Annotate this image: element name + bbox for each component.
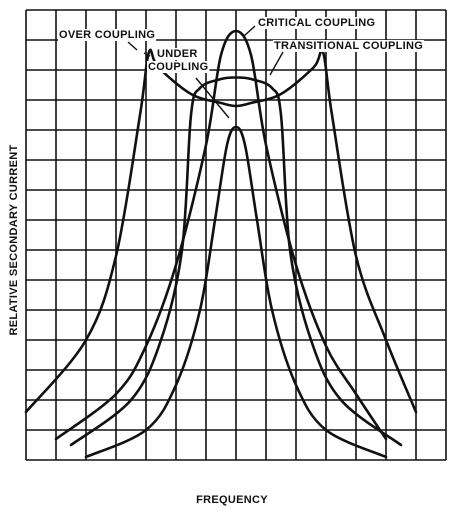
- label-backing: [58, 29, 157, 41]
- under-coupling-leader-2: [195, 77, 230, 119]
- transitional-coupling-leader: [269, 51, 284, 76]
- label-backing: [156, 48, 199, 60]
- label-backing: [273, 40, 425, 52]
- over-coupling-curve: [24, 48, 418, 414]
- over-coupling-label: OVER COUPLING: [59, 29, 155, 41]
- y-axis-label: RELATIVE SECONDARY CURRENT: [8, 145, 20, 336]
- transitional-coupling-curve: [69, 76, 403, 447]
- over-coupling-leader: [127, 41, 138, 51]
- label-backing: [257, 17, 377, 29]
- under-coupling-curve: [84, 125, 388, 459]
- under-coupling-label-line2: COUPLING: [148, 61, 208, 73]
- critical-coupling-curve: [54, 29, 388, 441]
- critical-coupling-label: CRITICAL COUPLING: [258, 17, 375, 29]
- label-backing: [147, 61, 210, 73]
- critical-coupling-leader: [243, 25, 256, 37]
- curves: [24, 29, 418, 459]
- annotations: OVER COUPLING CRITICAL COUPLING TRANSITI…: [58, 17, 425, 119]
- transitional-coupling-label: TRANSITIONAL COUPLING: [274, 40, 423, 52]
- under-coupling-label-line1: UNDER: [157, 48, 198, 60]
- under-coupling-leader: [143, 52, 151, 57]
- x-axis-label: FREQUENCY: [196, 494, 268, 506]
